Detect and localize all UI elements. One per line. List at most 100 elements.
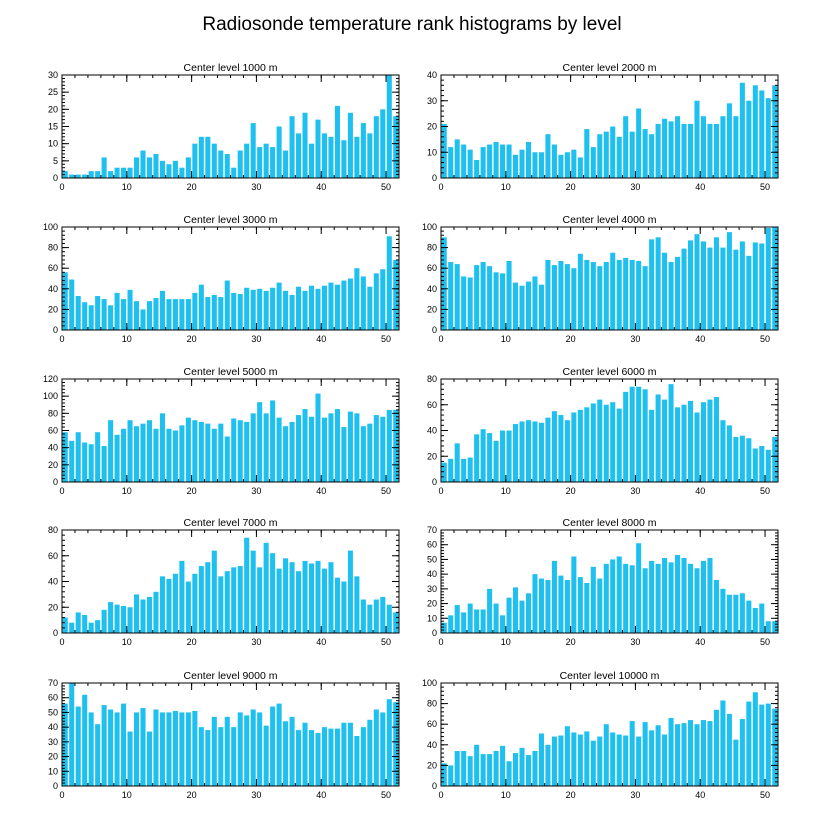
- panel-title: Center level 9000 m: [184, 670, 278, 682]
- histogram-bar: [765, 228, 771, 330]
- histogram-bar: [341, 140, 347, 178]
- histogram-bar: [231, 292, 237, 330]
- histogram-bar: [733, 249, 739, 330]
- histogram-bar: [551, 411, 557, 482]
- histogram-bar: [88, 444, 94, 482]
- histogram-bar: [179, 560, 185, 633]
- histogram-bar: [341, 427, 347, 482]
- histogram-bar: [474, 744, 480, 786]
- x-tick-label: 10: [501, 790, 511, 800]
- histogram-bar: [597, 399, 603, 482]
- histogram-bar: [159, 712, 165, 786]
- histogram-bar: [616, 556, 622, 633]
- y-tick-label: 40: [48, 577, 58, 587]
- histogram-bar: [487, 754, 493, 786]
- histogram-bar: [720, 588, 726, 633]
- histogram-bar: [668, 121, 674, 178]
- histogram-bar: [198, 136, 204, 178]
- x-tick-label: 50: [760, 486, 770, 496]
- panel-title: Center level 8000 m: [563, 517, 657, 529]
- histogram-bar: [636, 260, 642, 330]
- histogram-bar: [493, 141, 499, 178]
- histogram-bar: [629, 131, 635, 178]
- histogram-bar: [700, 560, 706, 633]
- x-tick-label: 20: [566, 182, 576, 192]
- histogram-bar: [179, 299, 185, 330]
- histogram-bar: [700, 402, 706, 482]
- histogram-bar: [270, 147, 276, 178]
- histogram-bar: [571, 732, 577, 786]
- histogram-bar: [341, 280, 347, 330]
- y-tick-label: 80: [427, 374, 437, 384]
- histogram-bar: [480, 147, 486, 178]
- histogram-bar: [244, 421, 250, 482]
- histogram-bar: [386, 236, 392, 330]
- histogram-bar: [308, 730, 315, 786]
- y-tick-label: 40: [48, 722, 58, 732]
- histogram-bar: [237, 150, 243, 178]
- histogram-bar: [185, 299, 191, 330]
- histogram-bar: [237, 712, 243, 786]
- histogram-bar: [493, 272, 499, 330]
- y-tick-label: 30: [48, 70, 58, 80]
- histogram-bar: [393, 116, 399, 178]
- histogram-bar: [564, 264, 570, 330]
- histogram-bar: [296, 730, 302, 786]
- histogram-bar: [551, 265, 557, 330]
- x-tick-label: 0: [438, 334, 443, 344]
- histogram-bar: [308, 143, 315, 178]
- histogram-bar: [597, 134, 603, 178]
- histogram-bar: [360, 727, 366, 786]
- x-tick-label: 50: [760, 637, 770, 647]
- histogram-bar: [538, 152, 544, 178]
- panel-title: Center level 1000 m: [184, 62, 278, 74]
- histogram-bar: [694, 568, 700, 633]
- histogram-bar: [467, 603, 473, 633]
- histogram-bar: [649, 239, 655, 330]
- histogram-bar: [341, 581, 347, 633]
- histogram-bar: [726, 425, 732, 482]
- histogram-bar: [726, 103, 732, 178]
- histogram-bar: [315, 393, 321, 482]
- histogram-bar: [662, 399, 668, 482]
- histogram-bar: [623, 735, 629, 786]
- histogram-bar: [597, 266, 603, 330]
- x-tick-label: 10: [122, 182, 132, 192]
- x-tick-label: 10: [501, 637, 511, 647]
- y-tick-label: 100: [422, 222, 437, 232]
- histogram-bar: [506, 761, 512, 786]
- histogram-bar: [69, 440, 75, 482]
- histogram-bar: [720, 700, 726, 786]
- histogram-bar: [500, 144, 506, 178]
- histogram-bar: [270, 287, 276, 330]
- x-tick-label: 40: [316, 182, 326, 192]
- histogram-bar: [720, 247, 726, 330]
- histogram-bar: [224, 436, 230, 482]
- x-tick-label: 20: [566, 790, 576, 800]
- y-tick-label: 50: [48, 707, 58, 717]
- histogram-bar: [616, 136, 622, 178]
- histogram-bar: [441, 123, 447, 178]
- histogram-bar: [713, 580, 719, 633]
- histogram-bar: [441, 462, 447, 482]
- histogram-bar: [545, 417, 551, 483]
- histogram-bar: [159, 290, 165, 330]
- histogram-bar: [263, 542, 269, 634]
- y-tick-label: 5: [53, 156, 58, 166]
- histogram-bar: [140, 150, 146, 178]
- histogram-bar: [108, 602, 114, 633]
- x-tick-label: 0: [59, 790, 64, 800]
- y-tick-label: 30: [48, 737, 58, 747]
- histogram-bar: [114, 712, 120, 786]
- x-tick-label: 0: [438, 637, 443, 647]
- x-tick-label: 30: [251, 334, 261, 344]
- histogram-bar: [655, 123, 661, 178]
- y-tick-label: 20: [48, 752, 58, 762]
- y-tick-label: 0: [432, 173, 437, 183]
- histogram-bar: [551, 144, 557, 178]
- histogram-bar: [694, 234, 700, 330]
- histogram-bar: [577, 253, 583, 330]
- x-tick-label: 30: [630, 182, 640, 192]
- histogram-bar: [289, 294, 295, 330]
- histogram-bar: [367, 133, 373, 178]
